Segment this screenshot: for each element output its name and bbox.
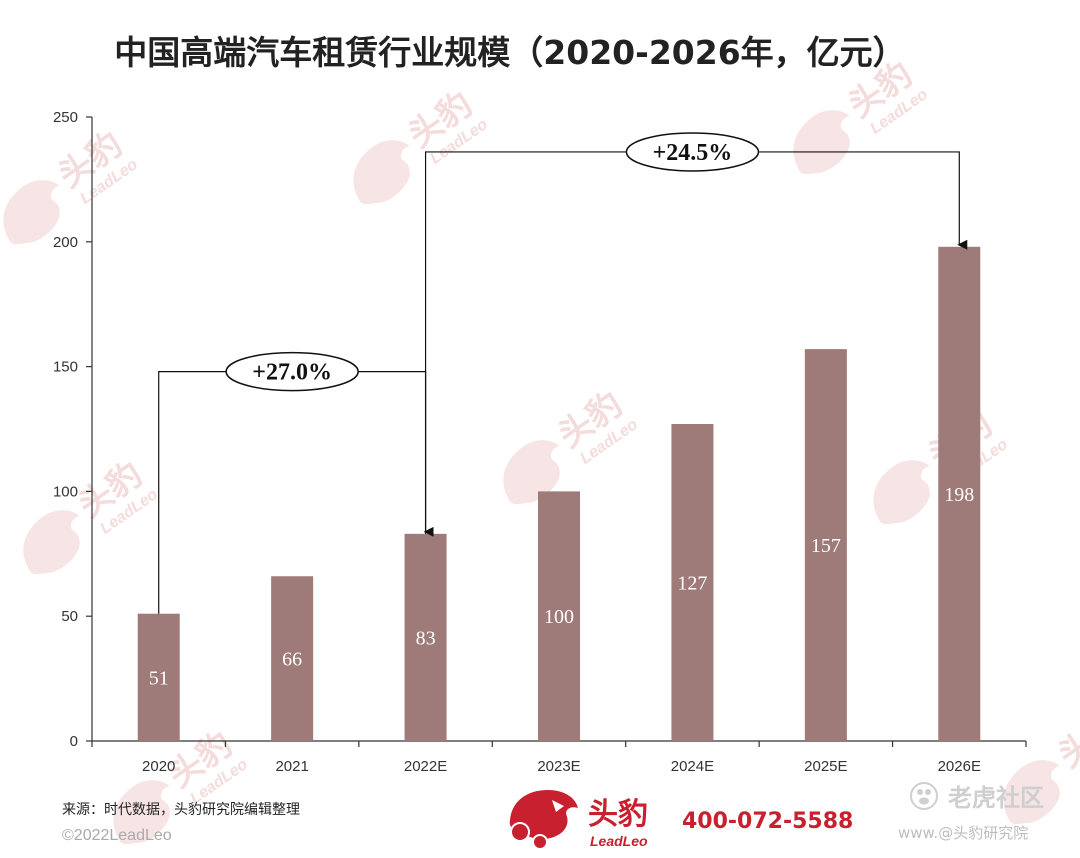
chart-title: 中国高端汽车租赁行业规模（2020-2026年，亿元） bbox=[114, 33, 905, 72]
leopard-watermark-icon bbox=[113, 780, 170, 845]
x-tick-label: 2022E bbox=[404, 758, 447, 775]
y-tick-label: 250 bbox=[53, 109, 78, 126]
data-label: 83 bbox=[416, 627, 436, 649]
leopard-watermark-icon bbox=[793, 110, 850, 175]
cagr-badge bbox=[625, 132, 760, 172]
y-tick-label: 200 bbox=[53, 234, 78, 251]
y-axis-ticks: 0 50 100 150 200 250 bbox=[53, 109, 92, 750]
cagr-annotations: +27.0% +24.5% bbox=[158, 132, 968, 614]
bar bbox=[804, 349, 847, 741]
bar bbox=[538, 491, 580, 741]
x-tick-label: 2020 bbox=[142, 758, 175, 775]
site-watermark: 老虎社区 www.@头豹研究院 bbox=[898, 782, 1044, 842]
y-tick-label: 50 bbox=[61, 608, 78, 625]
phone-number: 400-072-5588 bbox=[682, 809, 853, 834]
copyright: ©2022LeadLeo bbox=[62, 827, 172, 844]
leopard-watermark-icon bbox=[353, 140, 410, 205]
source-note: 来源：时代数据，头豹研究院编辑整理 bbox=[62, 802, 300, 818]
paw-icon bbox=[910, 782, 938, 810]
leopard-watermark-icon bbox=[23, 510, 80, 575]
site-name: 老虎社区 bbox=[948, 784, 1044, 812]
bar bbox=[271, 576, 314, 741]
leopard-watermark-icon bbox=[1003, 760, 1060, 825]
data-labels: 51 66 83 100 127 157 198 bbox=[149, 484, 975, 689]
leopard-watermark-icon bbox=[3, 180, 60, 245]
bar bbox=[404, 533, 447, 741]
cagr-label: +27.0% bbox=[252, 360, 332, 386]
brand-logo: 头豹 LeadLeo 400-072-5588 bbox=[509, 790, 853, 850]
bar bbox=[671, 424, 714, 741]
leopard-logo-icon bbox=[509, 790, 578, 850]
y-tick-label: 100 bbox=[53, 483, 78, 500]
leopard-watermark-icon bbox=[503, 440, 560, 505]
data-label: 127 bbox=[677, 573, 707, 595]
brand-english: LeadLeo bbox=[590, 833, 648, 849]
y-tick-label: 0 bbox=[70, 733, 78, 750]
x-tick-label: 2024E bbox=[671, 758, 714, 775]
cagr-bracket: +24.5% bbox=[424, 132, 968, 534]
x-tick-label: 2025E bbox=[804, 758, 847, 775]
data-label: 198 bbox=[944, 484, 974, 506]
cagr-badge bbox=[225, 351, 359, 392]
data-label: 100 bbox=[544, 606, 574, 628]
bar bbox=[938, 246, 981, 742]
data-label: 157 bbox=[811, 535, 841, 557]
y-tick-label: 150 bbox=[53, 359, 78, 376]
bars bbox=[137, 246, 981, 742]
site-handle: www.@头豹研究院 bbox=[898, 824, 1028, 842]
x-tick-label: 2026E bbox=[938, 758, 981, 775]
leopard-watermark-icon bbox=[873, 460, 930, 525]
cagr-bracket: +27.0% bbox=[158, 351, 434, 614]
bar bbox=[137, 613, 180, 741]
brand-name: 头豹 bbox=[588, 797, 648, 832]
x-tick-label: 2023E bbox=[537, 758, 580, 775]
x-axis-ticks: 2020 2021 2022E 2023E 2024E 2025E 2026E bbox=[91, 741, 1027, 775]
data-label: 51 bbox=[149, 667, 169, 689]
data-label: 66 bbox=[282, 649, 302, 671]
x-tick-label: 2021 bbox=[275, 758, 308, 775]
cagr-label: +24.5% bbox=[653, 140, 733, 166]
